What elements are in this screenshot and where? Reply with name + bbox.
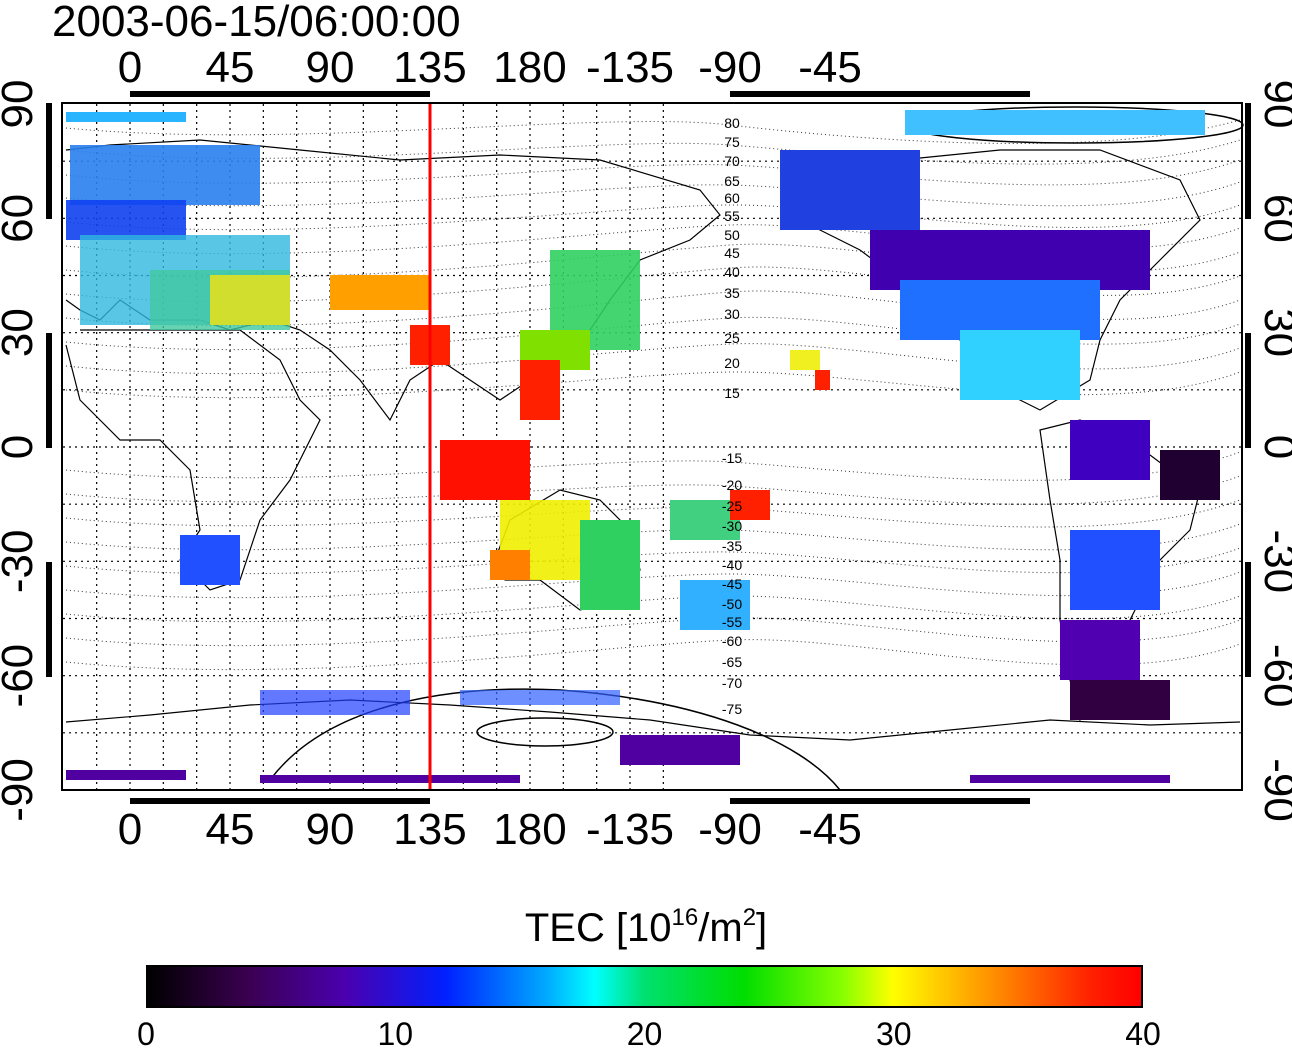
x-tick-bottom-label: 45 — [206, 805, 255, 854]
x-tick-bottom-label: -45 — [798, 805, 862, 854]
y-tick-right-label: -60 — [1255, 644, 1292, 708]
magnetic-latitude-label: -55 — [722, 614, 742, 630]
colorbar-tick-label: 20 — [626, 1016, 663, 1052]
magnetic-latitude-label: 45 — [724, 245, 740, 261]
colorbar-title-exp1: 16 — [671, 904, 699, 931]
x-ticks-top: 0 45 90 135 180 -135 -90 -45 — [118, 43, 862, 92]
y-tick-left-label: 0 — [0, 435, 42, 459]
magnetic-latitude-label: -75 — [722, 701, 742, 717]
x-tick-bottom-label: 180 — [493, 805, 566, 854]
colorbar-tick-label: 0 — [137, 1016, 155, 1052]
x-tick-top-label: 180 — [493, 43, 566, 92]
colorbar — [146, 965, 1143, 1008]
x-tick-bottom-label: 135 — [393, 805, 466, 854]
magnetic-latitude-label: -45 — [722, 576, 742, 592]
tec-observations — [66, 110, 1220, 783]
frame-bars — [46, 91, 1251, 804]
magnetic-latitude-label: -15 — [722, 450, 742, 466]
x-tick-top-label: -90 — [698, 43, 762, 92]
magnetic-latitude-label: 15 — [724, 385, 740, 401]
magnetic-latitude-label: -30 — [722, 518, 742, 534]
y-tick-right-label: -90 — [1255, 758, 1292, 822]
x-ticks-bottom: 0 45 90 135 180 -135 -90 -45 — [118, 805, 862, 854]
magnetic-latitude-label: 70 — [724, 153, 740, 169]
x-tick-top-label: 45 — [206, 43, 255, 92]
magnetic-latitude-label: 60 — [724, 190, 740, 206]
colorbar-tick-label: 40 — [1125, 1016, 1161, 1052]
x-tick-top-label: 90 — [306, 43, 355, 92]
x-tick-top-label: 135 — [393, 43, 466, 92]
y-ticks-right: 90 60 30 0 -30 -60 -90 — [1255, 80, 1292, 822]
colorbar-title-suffix: ] — [756, 906, 768, 950]
x-tick-bottom-label: -90 — [698, 805, 762, 854]
y-tick-right-label: 90 — [1255, 80, 1292, 129]
magnetic-latitude-label: -40 — [722, 557, 742, 573]
x-tick-bottom-label: 0 — [118, 805, 142, 854]
magnetic-latitude-label: 50 — [724, 227, 740, 243]
magnetic-latitude-label: 25 — [724, 330, 740, 346]
y-tick-right-label: 30 — [1255, 308, 1292, 357]
y-tick-left-label: 30 — [0, 308, 42, 357]
x-tick-top-label: -45 — [798, 43, 862, 92]
magnetic-latitude-label: 75 — [724, 134, 740, 150]
colorbar-title-mid: /m — [698, 906, 743, 950]
colorbar-tick-label: 30 — [875, 1016, 912, 1052]
colorbar-title-prefix: TEC [10 — [524, 906, 672, 950]
magnetic-latitude-label: -35 — [722, 538, 742, 554]
y-tick-right-label: 60 — [1255, 194, 1292, 243]
magnetic-latitude-label: 35 — [724, 285, 740, 301]
timestamp-title: 2003-06-15/06:00:00 — [52, 0, 461, 46]
magnetic-latitude-label: 55 — [724, 208, 740, 224]
magnetic-latitude-label: -65 — [722, 654, 742, 670]
y-tick-left-label: -30 — [0, 530, 42, 594]
colorbar-title: TEC [1016/m2] — [0, 904, 1292, 951]
colorbar-title-exp2: 2 — [742, 904, 757, 931]
x-tick-top-label: 0 — [118, 43, 142, 92]
magnetic-latitude-label: 65 — [724, 173, 740, 189]
magnetic-latitude-label: -70 — [722, 675, 742, 691]
magnetic-latitude-label: -25 — [722, 498, 742, 514]
y-tick-left-label: 90 — [0, 80, 42, 129]
magnetic-latitude-label: 20 — [724, 355, 740, 371]
coast-antarctica — [65, 699, 1241, 741]
y-tick-left-label: 60 — [0, 194, 42, 243]
magnetic-latitude-label: -20 — [722, 477, 742, 493]
x-tick-top-label: -135 — [586, 43, 674, 92]
magnetic-latitude-label: 80 — [724, 115, 740, 131]
x-tick-bottom-label: 90 — [306, 805, 355, 854]
graticule-grid — [63, 104, 1241, 789]
colorbar-tick-label: 10 — [377, 1016, 414, 1052]
y-ticks-left: 90 60 30 0 -30 -60 -90 — [0, 80, 42, 822]
x-tick-bottom-label: -135 — [586, 805, 674, 854]
y-tick-left-label: -60 — [0, 644, 42, 708]
magnetic-latitude-label: 40 — [724, 264, 740, 280]
y-tick-left-label: -90 — [0, 758, 42, 822]
y-tick-right-label: 0 — [1255, 435, 1292, 459]
magnetic-latitude-label: -50 — [722, 596, 742, 612]
magnetic-latitude-label: 30 — [724, 306, 740, 322]
magnetic-latitude-label: -60 — [722, 633, 742, 649]
y-tick-right-label: -30 — [1255, 530, 1292, 594]
